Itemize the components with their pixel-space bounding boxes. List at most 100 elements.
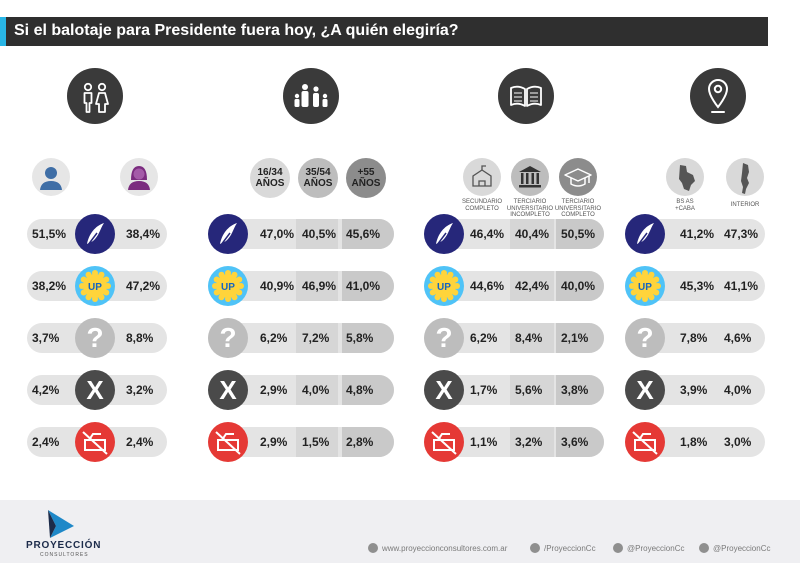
value-edad-2: 5,8% (346, 331, 374, 345)
pill-segment-mid (510, 323, 554, 353)
twitter-link[interactable]: @ProyeccionCc (613, 543, 684, 553)
value-genero-0: 4,2% (32, 383, 60, 397)
value-genero-1: 38,4% (126, 227, 161, 241)
value-educacion-0: 44,6% (470, 279, 505, 293)
website-link[interactable]: www.proyeccionconsultores.com.ar (368, 543, 507, 553)
question-icon: ? (424, 318, 464, 358)
lla-feather-icon (208, 214, 248, 254)
pill-segment-dark (556, 323, 604, 353)
university-building-icon (511, 158, 549, 196)
age-16-34-circle: 16/34 AÑOS (250, 158, 290, 198)
pill-segment-mid (510, 271, 554, 301)
instagram-link[interactable]: @ProyeccionCc (699, 543, 770, 553)
pill-segment-mid (296, 375, 338, 405)
value-region-1: 4,0% (724, 383, 752, 397)
value-educacion-2: 40,0% (561, 279, 596, 293)
pill-segment-mid (510, 375, 554, 405)
region-bsas-label: BS AS +CABA (675, 199, 695, 212)
value-genero-1: 2,4% (126, 435, 154, 449)
value-educacion-0: 6,2% (470, 331, 498, 345)
twitter-icon (613, 543, 623, 553)
value-educacion-0: 1,7% (470, 383, 498, 397)
age-55-plus-circle: +55 AÑOS (346, 158, 386, 198)
svg-text:UP: UP (437, 282, 451, 293)
no-vote-icon (625, 422, 665, 462)
value-region-0: 3,9% (680, 383, 708, 397)
lla-feather-icon (424, 214, 464, 254)
value-region-0: 7,8% (680, 331, 708, 345)
pill-segment-dark (342, 323, 394, 353)
value-region-0: 45,3% (680, 279, 715, 293)
value-educacion-2: 3,6% (561, 435, 589, 449)
question-icon: ? (208, 318, 248, 358)
question-icon: ? (625, 318, 665, 358)
school-icon (463, 158, 501, 196)
value-edad-2: 2,8% (346, 435, 374, 449)
graduation-cap-icon (559, 158, 597, 196)
brand-subtitle: CONSULTORES (40, 552, 89, 558)
page-title: Si el balotaje para Presidente fuera hoy… (14, 22, 459, 39)
value-edad-1: 7,2% (302, 331, 330, 345)
value-genero-1: 8,8% (126, 331, 154, 345)
no-vote-icon (424, 422, 464, 462)
value-edad-1: 1,5% (302, 435, 330, 449)
website-text: www.proyeccionconsultores.com.ar (382, 543, 508, 553)
value-region-0: 1,8% (680, 435, 708, 449)
pill-segment-dark (342, 271, 394, 301)
region-interior-label: INTERIOR (730, 202, 760, 208)
facebook-icon (530, 543, 540, 553)
value-edad-2: 4,8% (346, 383, 374, 397)
instagram-icon (699, 543, 709, 553)
no-vote-icon (208, 422, 248, 462)
edu-terciario-completo-label: TERCIARIO UNIVERSITARIO COMPLETO (554, 199, 602, 218)
result-pill-edad (208, 323, 394, 353)
pill-segment-mid (296, 323, 338, 353)
pill-segment-dark (556, 271, 604, 301)
age-55-plus-label: +55 AÑOS (351, 167, 381, 189)
svg-text:UP: UP (88, 282, 102, 293)
pill-segment-mid (296, 427, 338, 457)
brand-name: PROYECCIÓN (26, 540, 102, 551)
value-edad-0: 47,0% (260, 227, 295, 241)
value-region-1: 41,1% (724, 279, 759, 293)
up-sun-badge-icon: UP (424, 266, 464, 306)
value-educacion-1: 8,4% (515, 331, 543, 345)
book-education-icon (498, 68, 554, 124)
female-icon (120, 158, 158, 196)
pill-segment-dark (556, 219, 604, 249)
value-region-0: 41,2% (680, 227, 715, 241)
value-genero-1: 47,2% (126, 279, 161, 293)
value-region-1: 47,3% (724, 227, 759, 241)
result-pill-educacion (424, 219, 604, 249)
value-genero-0: 3,7% (32, 331, 60, 345)
facebook-link[interactable]: /ProyeccionCc (530, 543, 596, 553)
pill-segment-mid (296, 271, 338, 301)
value-genero-1: 3,2% (126, 383, 154, 397)
svg-text:UP: UP (638, 282, 652, 293)
value-edad-2: 41,0% (346, 279, 381, 293)
question-icon: ? (75, 318, 115, 358)
value-edad-2: 45,6% (346, 227, 381, 241)
value-edad-0: 2,9% (260, 383, 288, 397)
value-genero-0: 2,4% (32, 435, 60, 449)
value-genero-0: 51,5% (32, 227, 67, 241)
age-16-34-label: 16/34 AÑOS (255, 167, 285, 189)
value-educacion-2: 50,5% (561, 227, 596, 241)
edu-terciario-incompleto-label: TERCIARIO UNIVERSITARIO INCOMPLETO (506, 199, 554, 218)
value-edad-1: 4,0% (302, 383, 330, 397)
x-icon: X (75, 370, 115, 410)
footer: PROYECCIÓN CONSULTORES www.proyeccioncon… (0, 500, 800, 563)
interior-map-icon (726, 158, 764, 196)
value-educacion-1: 3,2% (515, 435, 543, 449)
value-edad-0: 6,2% (260, 331, 288, 345)
value-educacion-1: 5,6% (515, 383, 543, 397)
arrow-icon (368, 543, 378, 553)
value-region-1: 3,0% (724, 435, 752, 449)
value-educacion-0: 46,4% (470, 227, 505, 241)
value-region-1: 4,6% (724, 331, 752, 345)
pill-segment-dark (342, 219, 394, 249)
lla-feather-icon (75, 214, 115, 254)
lla-feather-icon (625, 214, 665, 254)
value-educacion-0: 1,1% (470, 435, 498, 449)
value-edad-0: 40,9% (260, 279, 295, 293)
